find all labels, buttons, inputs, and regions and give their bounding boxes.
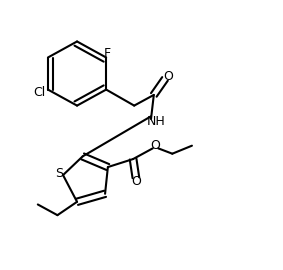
Text: O: O [131, 175, 141, 188]
Text: F: F [104, 47, 111, 60]
Text: O: O [151, 139, 160, 152]
Text: Cl: Cl [33, 86, 46, 99]
Text: S: S [55, 167, 63, 180]
Text: NH: NH [147, 115, 166, 128]
Text: O: O [163, 70, 173, 83]
